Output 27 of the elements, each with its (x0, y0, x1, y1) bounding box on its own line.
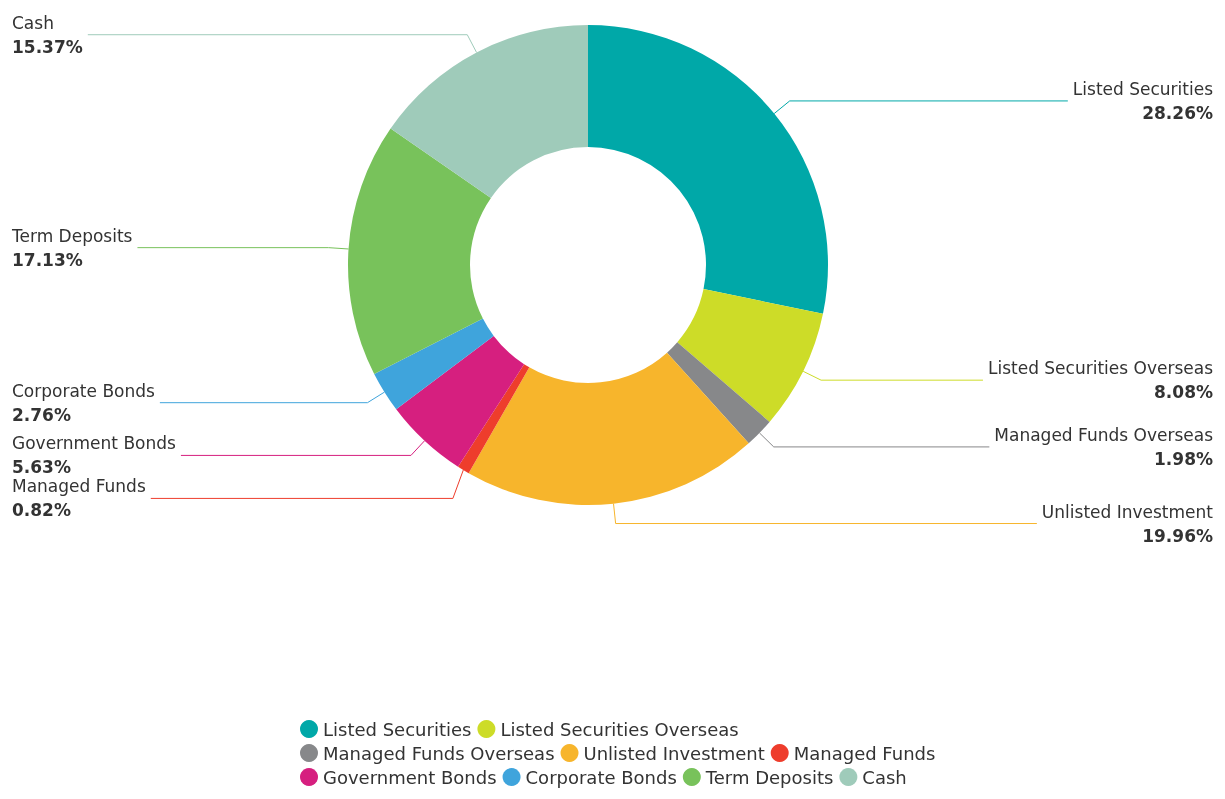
slice-label: Listed Securities Overseas (987, 358, 1214, 379)
slice-label: Corporate Bonds (12, 380, 156, 401)
slice-label: Government Bonds (12, 433, 177, 454)
legend-label: Government Bonds (323, 766, 497, 788)
data-label: 28.26% (1142, 102, 1213, 123)
legend-label: Managed Funds (793, 742, 936, 764)
legend-label: Unlisted Investment (583, 742, 765, 764)
data-label: 19.96% (1142, 525, 1213, 546)
data-label: 2.76% (12, 404, 71, 425)
data-label: 5.63% (12, 457, 71, 478)
slice-label: Managed Funds Overseas (994, 424, 1214, 445)
slice-label: Managed Funds (12, 476, 146, 497)
slice-label: Term Deposits (11, 225, 133, 246)
data-label: 0.82% (12, 500, 71, 521)
legend-label: Listed Securities (323, 718, 472, 740)
legend-label: Cash (862, 766, 907, 788)
slice-label: Listed Securities (1072, 78, 1214, 99)
legend-label: Term Deposits (704, 766, 834, 788)
data-label: 17.13% (12, 249, 83, 270)
data-label: 1.98% (1154, 448, 1213, 469)
data-label: 15.37% (12, 36, 83, 57)
legend-label: Listed Securities Overseas (500, 718, 739, 740)
data-label: 8.08% (1154, 382, 1213, 403)
legend-label: Managed Funds Overseas (323, 742, 555, 764)
legend-label: Corporate Bonds (525, 766, 677, 788)
slice-label: Cash (12, 12, 54, 33)
slice-label: Unlisted Investment (1041, 501, 1214, 522)
